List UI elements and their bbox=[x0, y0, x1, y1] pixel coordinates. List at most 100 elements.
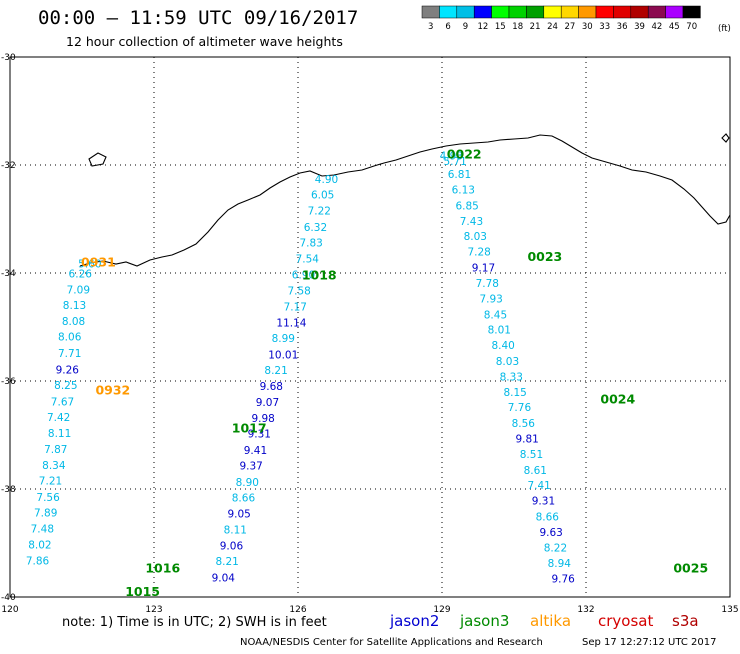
wave-height-value: 8.02 bbox=[28, 539, 51, 551]
wave-height-value: 6.13 bbox=[452, 185, 475, 197]
wave-height-value: 11.14 bbox=[276, 317, 306, 329]
wave-height-value: 8.08 bbox=[62, 316, 85, 328]
credit-line: NOAA/NESDIS Center for Satellite Applica… bbox=[240, 637, 543, 648]
longitude-label: 129 bbox=[433, 605, 450, 615]
wave-height-value: 5.71 bbox=[443, 156, 466, 168]
color-bin-label: 3 bbox=[428, 22, 433, 32]
satellite-legend-s3a: s3a bbox=[672, 612, 699, 630]
wave-height-value: 8.06 bbox=[58, 332, 82, 344]
wave-height-value: 7.56 bbox=[36, 492, 60, 504]
wave-height-value: 8.66 bbox=[232, 492, 256, 504]
wave-height-value: 7.58 bbox=[287, 286, 310, 298]
wave-height-value: 8.11 bbox=[224, 524, 247, 536]
wave-height-value: 7.22 bbox=[308, 206, 331, 218]
satellite-legend: jason2 jason3 altika cryosat s3a bbox=[389, 612, 699, 630]
color-bin-21 bbox=[526, 5, 545, 19]
color-bin-27 bbox=[560, 5, 579, 19]
wave-height-value: 8.15 bbox=[503, 387, 526, 399]
latitude-label: -40 bbox=[1, 593, 16, 603]
wave-height-value: 8.45 bbox=[484, 309, 507, 321]
wave-height-value: 8.34 bbox=[42, 460, 66, 472]
wave-height-value: 8.11 bbox=[48, 428, 71, 440]
graticule-labels: 120 123 126 129 132 135 -30 -32 -34 -36 -38 -40 bbox=[1, 53, 739, 615]
wave-height-value: 9.68 bbox=[260, 381, 283, 393]
wave-height-value: 7.83 bbox=[299, 238, 322, 250]
color-bin-3 bbox=[421, 5, 440, 19]
nuyts-archipelago bbox=[721, 133, 730, 143]
wave-height-value: 7.89 bbox=[34, 508, 57, 520]
wave-height-value: 9.76 bbox=[551, 573, 575, 585]
pass-time-label: 0024 bbox=[600, 392, 635, 407]
track-altika-0: 5.606.26 7.09 8.13 8.08 8.06 7.71 9.26 8.25 7.67… bbox=[26, 255, 130, 568]
wave-height-value: 6.85 bbox=[455, 200, 478, 212]
longitude-label: 126 bbox=[289, 605, 306, 615]
wave-height-value: 8.01 bbox=[488, 324, 511, 336]
page-title: 00:00 – 11:59 UTC 09/16/2017 bbox=[38, 7, 358, 29]
wave-height-value: 9.98 bbox=[251, 413, 274, 425]
wave-height-value: 7.86 bbox=[26, 556, 50, 568]
color-bin-15 bbox=[491, 5, 510, 19]
wave-height-value: 9.04 bbox=[212, 572, 236, 584]
pass-time-label: 0932 bbox=[95, 383, 130, 398]
wave-height-value: 6.81 bbox=[448, 169, 471, 181]
color-bin-36 bbox=[613, 5, 632, 19]
latitude-label: -34 bbox=[1, 269, 16, 279]
wave-height-value: 8.03 bbox=[464, 231, 487, 243]
pass-time-label: 1015 bbox=[125, 584, 160, 599]
wave-height-value: 9.31 bbox=[248, 429, 271, 441]
wave-height-value: 8.94 bbox=[548, 558, 572, 570]
color-bin-33 bbox=[595, 5, 614, 19]
wave-height-value: 10.01 bbox=[268, 349, 298, 361]
generation-timestamp: Sep 17 12:27:12 UTC 2017 bbox=[582, 637, 716, 648]
color-bin-label: 12 bbox=[477, 22, 488, 32]
color-bin-24 bbox=[543, 5, 562, 19]
wave-height-value: 9.05 bbox=[227, 509, 250, 521]
wave-height-value: 7.87 bbox=[44, 444, 67, 456]
pass-time-label: 0931 bbox=[81, 255, 116, 270]
wave-height-value: 8.25 bbox=[54, 380, 77, 392]
altimeter-tracks: 5.606.26 7.09 8.13 8.08 8.06 7.71 9.26 8.25 7.67… bbox=[26, 147, 708, 599]
wave-height-value: 6.90 bbox=[292, 269, 315, 281]
color-bin-6 bbox=[439, 5, 458, 19]
color-bin-label: 9 bbox=[463, 22, 468, 32]
color-bin-label: 36 bbox=[617, 22, 628, 32]
wave-height-value: 8.66 bbox=[536, 511, 560, 523]
color-bin-label: 24 bbox=[547, 22, 558, 32]
wave-height-value: 8.51 bbox=[520, 449, 543, 461]
satellite-legend-altika: altika bbox=[530, 612, 571, 630]
pass-time-label: 1018 bbox=[302, 267, 337, 282]
color-bin-label: 39 bbox=[634, 22, 645, 32]
wave-height-value: 7.54 bbox=[296, 254, 320, 266]
wave-height-value: 9.26 bbox=[56, 364, 80, 376]
wave-height-value: 7.42 bbox=[47, 412, 70, 424]
latitude-label: -36 bbox=[1, 377, 16, 387]
wave-height-value: 8.03 bbox=[496, 356, 519, 368]
color-bin-label: 27 bbox=[564, 22, 575, 32]
color-bin-label: 42 bbox=[651, 22, 662, 32]
color-bin-18 bbox=[508, 5, 527, 19]
wave-height-value: 6.05 bbox=[311, 189, 334, 201]
track-jason3-2: 4.935.716.81 6.13 6.85 7.43 8.03 7.28 9.17 7.78… bbox=[440, 147, 709, 586]
wave-height-value: 7.71 bbox=[58, 348, 81, 360]
color-bin-label: 70 bbox=[686, 22, 697, 32]
wave-height-value: 4.93 bbox=[440, 151, 463, 163]
wave-height-value: 7.76 bbox=[508, 402, 532, 414]
color-bin-label: 18 bbox=[512, 22, 523, 32]
color-bin-12 bbox=[473, 5, 492, 19]
longitude-label: 123 bbox=[145, 605, 162, 615]
wave-height-value: 8.99 bbox=[272, 333, 295, 345]
wave-height-value: 5.60 bbox=[78, 259, 101, 271]
color-scale-unit: (ft) bbox=[718, 24, 731, 34]
wave-height-value: 9.31 bbox=[532, 496, 555, 508]
color-bin-label: 6 bbox=[445, 22, 450, 32]
wave-height-value: 7.28 bbox=[467, 247, 490, 259]
wave-height-value: 8.40 bbox=[491, 340, 514, 352]
color-bin-label: 21 bbox=[530, 22, 541, 32]
color-bin-39 bbox=[630, 5, 649, 19]
wave-height-value: 9.81 bbox=[515, 434, 538, 446]
satellite-legend-cryosat: cryosat bbox=[598, 612, 653, 630]
color-bin-9 bbox=[456, 5, 475, 19]
longitude-label: 135 bbox=[721, 605, 738, 615]
pass-time-label: 0025 bbox=[673, 561, 708, 576]
